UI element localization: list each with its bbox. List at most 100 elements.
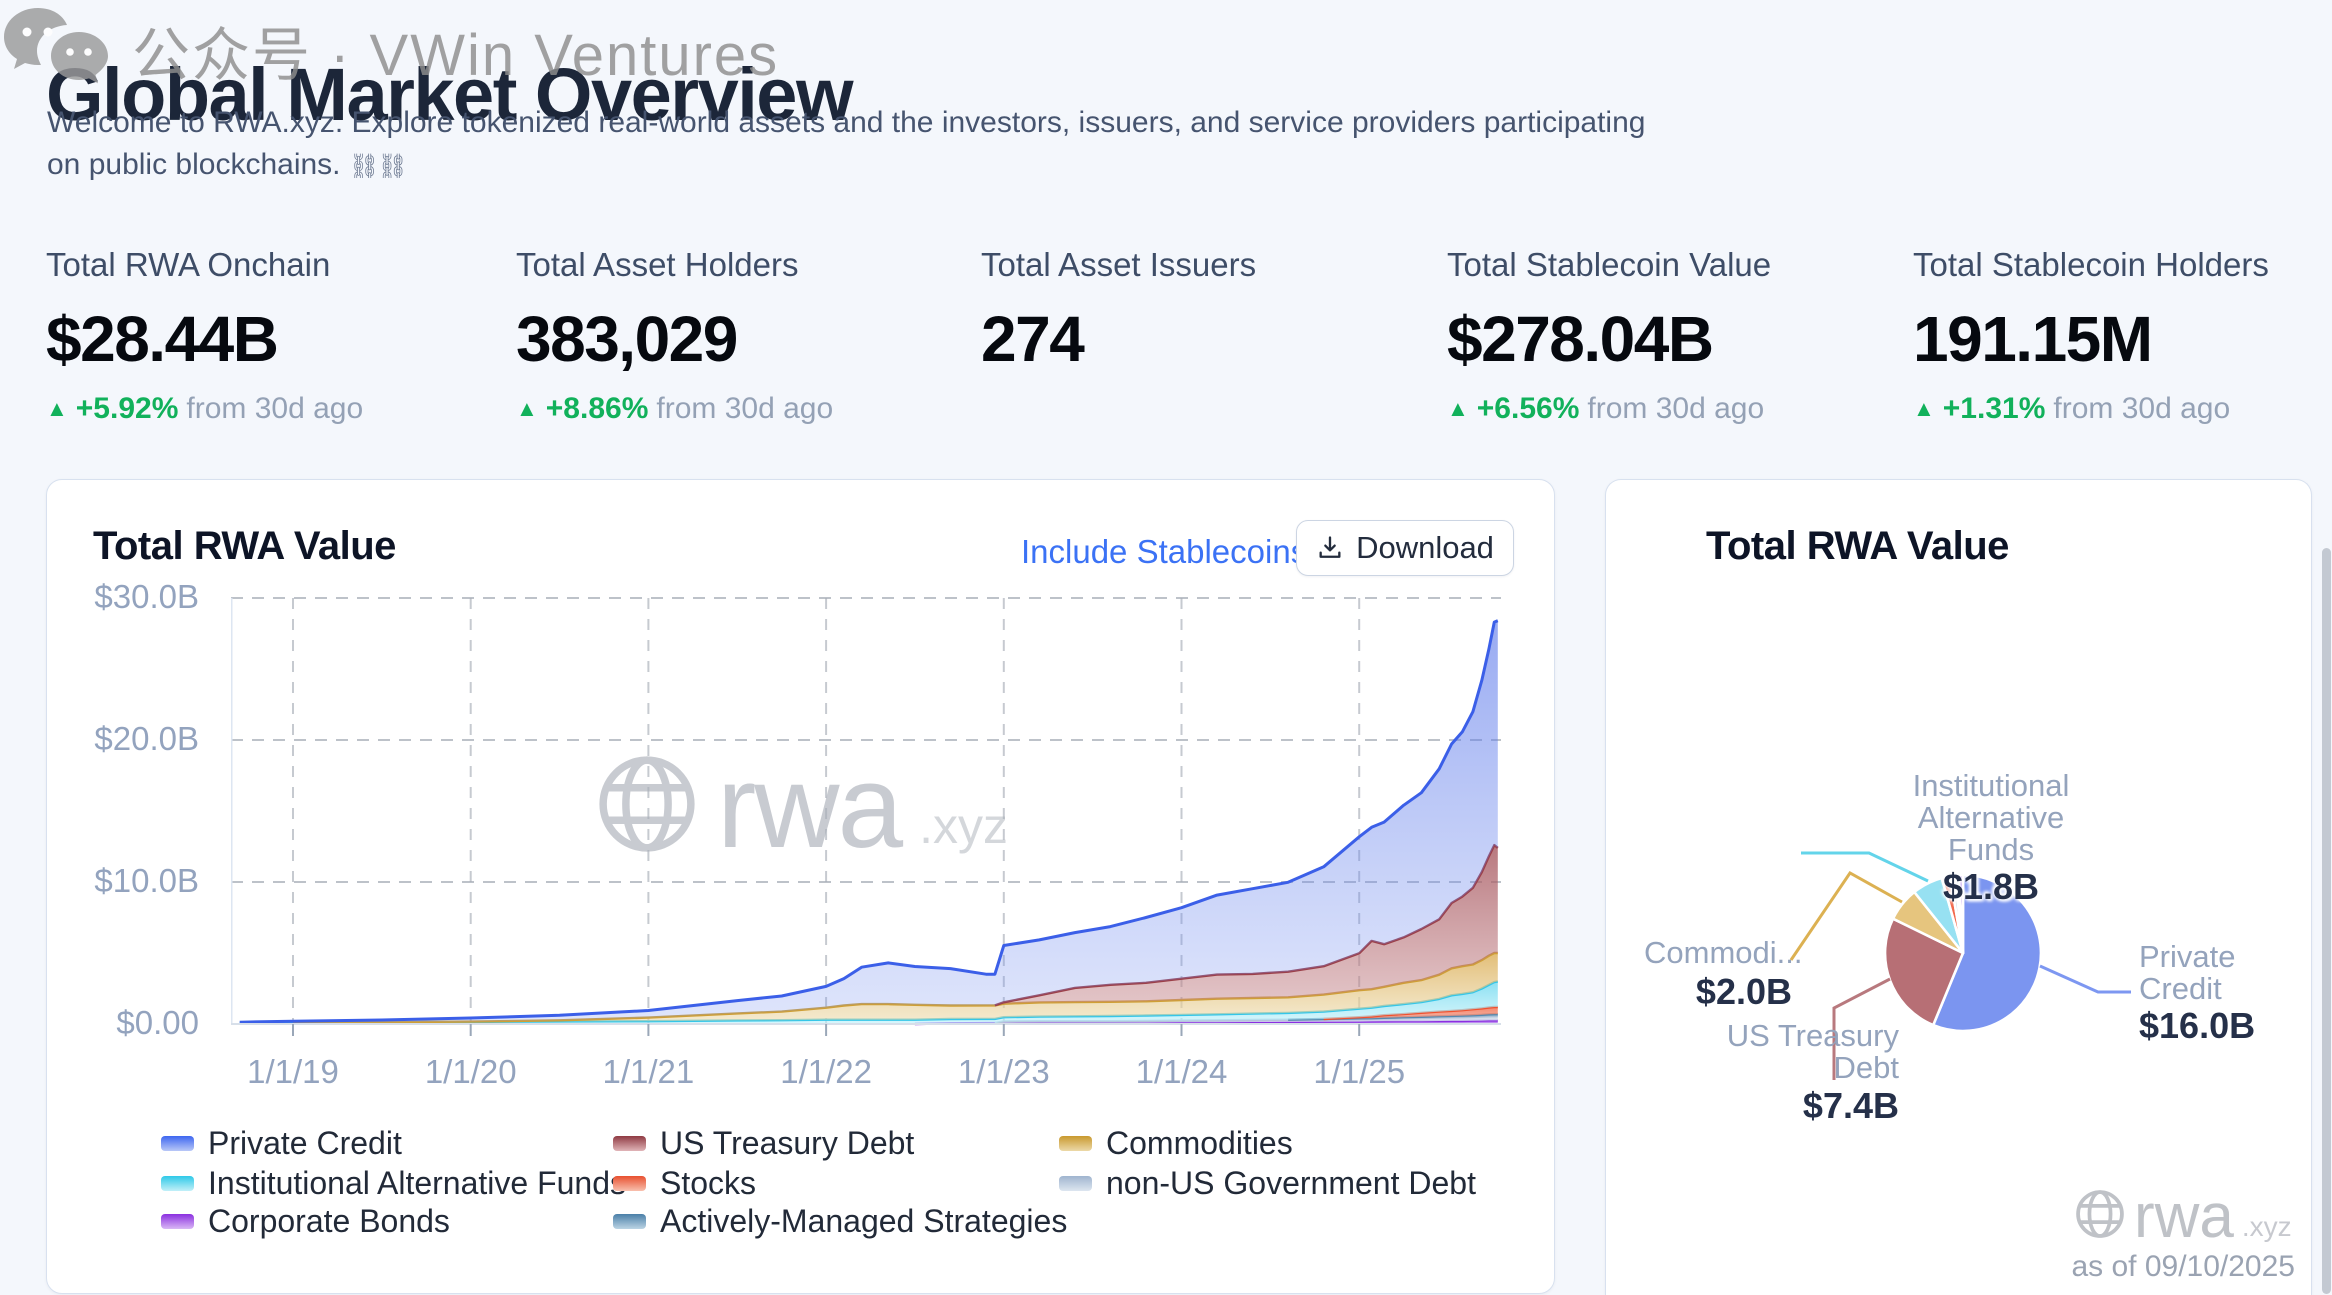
pie-slice-value: $2.0B xyxy=(1695,971,1792,1012)
rwa-watermark-corner: rwa .xyz xyxy=(2074,1181,2292,1251)
stat-value: 191.15M xyxy=(1913,303,2153,375)
pie-slice-value: $7.4B xyxy=(1802,1085,1899,1126)
y-tick-label: $10.0B xyxy=(94,862,199,899)
legend-item[interactable]: Stocks xyxy=(613,1164,757,1201)
stat-delta-suffix: from 30d ago xyxy=(2053,392,2231,425)
total-rwa-area-chart[interactable] xyxy=(231,571,1511,1046)
stat-value: $278.04B xyxy=(1447,303,1714,375)
x-tick-label: 1/1/25 xyxy=(1313,1053,1406,1090)
pie-slice-name: Private Credit xyxy=(2139,939,2236,1006)
up-triangle-icon: ▲ xyxy=(46,396,68,421)
legend-label: US Treasury Debt xyxy=(660,1124,915,1161)
rwa-watermark-suffix: .xyz xyxy=(919,798,1009,854)
rwa-watermark-suffix: .xyz xyxy=(2241,1211,2292,1242)
stat-delta: ▲ +1.31% from 30d ago xyxy=(1913,392,2332,426)
total-rwa-pie-chart[interactable] xyxy=(1606,480,2311,1295)
pie-slice-name: Institutional Alternative Funds xyxy=(1912,768,2070,867)
legend-item[interactable]: Private Credit xyxy=(161,1124,402,1161)
stat-card: Total Asset Holders 383,029 ▲ +8.86% from 30… xyxy=(516,246,956,426)
legend-item[interactable]: non-US Government Debt xyxy=(1059,1164,1476,1201)
stat-value: 274 xyxy=(981,303,1085,375)
stat-card: Total Stablecoin Holders 191.15M ▲ +1.31% fr… xyxy=(1913,246,2332,426)
legend-swatch xyxy=(613,1135,646,1151)
legend-swatch xyxy=(161,1213,194,1229)
stat-label: Total Stablecoin Value xyxy=(1447,246,1772,283)
x-tick-label: 1/1/20 xyxy=(424,1053,517,1090)
stat-delta-suffix: from 30d ago xyxy=(656,392,834,425)
page-title: Global Market Overview xyxy=(46,52,854,136)
pie-slice-value: $1.8B xyxy=(1942,866,2040,907)
up-triangle-icon: ▲ xyxy=(1913,396,1935,421)
stat-delta-pct: +5.92% xyxy=(75,392,179,425)
rwa-globe-icon xyxy=(595,752,699,861)
y-tick-label: $30.0B xyxy=(94,578,199,615)
legend-label: Stocks xyxy=(660,1164,757,1201)
pie-slice-name: Commodi... xyxy=(1644,935,1803,970)
stat-delta: ▲ +5.92% from 30d ago xyxy=(46,392,486,426)
legend-item[interactable]: Commodities xyxy=(1059,1124,1293,1161)
legend-swatch xyxy=(1059,1135,1092,1151)
legend-swatch xyxy=(1059,1175,1092,1191)
stat-label: Total Asset Holders xyxy=(516,246,799,283)
stat-card: Total Stablecoin Value $278.04B ▲ +6.56% fro… xyxy=(1447,246,1887,426)
stat-delta-suffix: from 30d ago xyxy=(186,392,364,425)
legend-label: Commodities xyxy=(1106,1124,1293,1161)
pie-chart-title: Total RWA Value xyxy=(1706,524,2009,568)
rwa-globe-icon xyxy=(2074,1188,2126,1245)
rwa-watermark-text: rwa xyxy=(717,740,903,873)
x-tick-label: 1/1/23 xyxy=(957,1053,1050,1090)
stat-delta-pct: +8.86% xyxy=(545,392,649,425)
legend-label: non-US Government Debt xyxy=(1106,1164,1476,1201)
page-subtitle: Welcome to RWA.xyz. Explore tokenized re… xyxy=(47,102,1667,188)
up-triangle-icon: ▲ xyxy=(1447,396,1469,421)
stat-value: 383,029 xyxy=(516,303,738,375)
total-rwa-value-card: Total RWA Value Include Stablecoins Down… xyxy=(46,479,1555,1294)
x-tick-label: 1/1/19 xyxy=(247,1053,339,1090)
stat-delta: ▲ +8.86% from 30d ago xyxy=(516,392,956,426)
legend-swatch xyxy=(161,1135,194,1151)
legend-label: Corporate Bonds xyxy=(208,1202,450,1239)
chart-title: Total RWA Value xyxy=(93,524,396,568)
stat-value: $28.44B xyxy=(46,303,279,375)
pie-slice-value: $16.0B xyxy=(2139,1005,2256,1046)
legend-swatch xyxy=(161,1175,194,1191)
stat-label: Total Stablecoin Holders xyxy=(1913,246,2269,283)
legend-item[interactable]: US Treasury Debt xyxy=(613,1124,915,1161)
download-button[interactable]: Download xyxy=(1296,520,1514,576)
chain-icon: ⛓⛓ xyxy=(348,153,408,180)
up-triangle-icon: ▲ xyxy=(516,396,538,421)
stat-label: Total Asset Issuers xyxy=(981,246,1257,283)
total-rwa-pie-card: Total RWA Value Institutional Alternative… xyxy=(1605,479,2312,1295)
rwa-watermark-center: rwa .xyz xyxy=(595,740,1009,873)
pie-slice-name: US Treasury Debt xyxy=(1726,1018,1899,1085)
download-label: Download xyxy=(1356,530,1494,565)
legend-swatch xyxy=(613,1213,646,1229)
stat-label: Total RWA Onchain xyxy=(46,246,331,283)
legend-label: Institutional Alternative Funds xyxy=(208,1164,627,1201)
pie-slice[interactable] xyxy=(1957,873,1965,955)
legend-label: Private Credit xyxy=(208,1124,402,1161)
y-tick-label: $0.00 xyxy=(116,1004,199,1041)
stat-delta-pct: +6.56% xyxy=(1476,392,1580,425)
x-tick-label: 1/1/22 xyxy=(780,1053,872,1090)
x-tick-label: 1/1/21 xyxy=(602,1053,695,1090)
as-of-date: as of 09/10/2025 xyxy=(2071,1250,2295,1283)
stat-delta-suffix: from 30d ago xyxy=(1587,392,1765,425)
pie-slice[interactable] xyxy=(1931,873,2043,1033)
stat-delta-pct: +1.31% xyxy=(1942,392,2046,425)
rwa-watermark-text: rwa xyxy=(2134,1181,2234,1251)
include-stablecoins-link[interactable]: Include Stablecoins xyxy=(1021,533,1308,570)
stat-card: Total Asset Issuers 274 xyxy=(981,246,1421,376)
legend-item[interactable]: Corporate Bonds xyxy=(161,1202,450,1239)
legend-item[interactable]: Actively-Managed Strategies xyxy=(613,1202,1068,1239)
legend-label: Actively-Managed Strategies xyxy=(660,1202,1068,1239)
page-subtitle-text: Welcome to RWA.xyz. Explore tokenized re… xyxy=(47,106,1646,181)
download-icon xyxy=(1319,536,1341,558)
legend-item[interactable]: Institutional Alternative Funds xyxy=(161,1164,627,1201)
stat-card: Total RWA Onchain $28.44B ▲ +5.92% from 30d … xyxy=(46,246,486,426)
y-tick-label: $20.0B xyxy=(94,720,199,757)
stat-delta: ▲ +6.56% from 30d ago xyxy=(1447,392,1887,426)
scrollbar-thumb[interactable] xyxy=(2322,548,2331,1294)
x-tick-label: 1/1/24 xyxy=(1135,1053,1228,1090)
legend-swatch xyxy=(613,1175,646,1191)
